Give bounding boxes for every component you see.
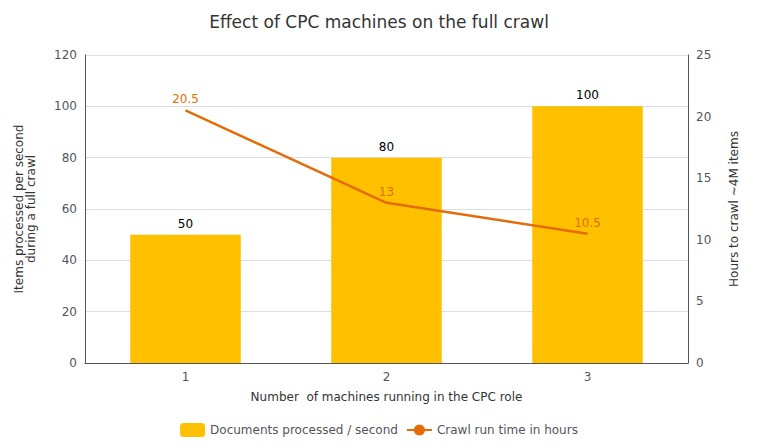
svg-text:120: 120 — [54, 48, 77, 62]
svg-text:20: 20 — [62, 305, 77, 319]
svg-text:Number of machines running in: Number of machines running in the CPC ro… — [251, 390, 523, 404]
svg-text:0: 0 — [69, 356, 77, 370]
svg-text:80: 80 — [379, 140, 394, 154]
svg-text:10.5: 10.5 — [574, 216, 601, 230]
svg-text:80: 80 — [62, 151, 77, 165]
svg-text:Effect of CPC machines on the: Effect of CPC machines on the full crawl — [209, 12, 549, 32]
svg-text:60: 60 — [62, 202, 77, 216]
svg-text:1: 1 — [182, 370, 190, 384]
svg-text:during a full crawl: during a full crawl — [24, 155, 38, 263]
svg-text:20: 20 — [696, 110, 711, 124]
svg-text:15: 15 — [696, 171, 711, 185]
svg-text:100: 100 — [576, 88, 599, 102]
svg-text:3: 3 — [584, 370, 592, 384]
svg-text:100: 100 — [54, 99, 77, 113]
svg-text:10: 10 — [696, 233, 711, 247]
svg-text:20.5: 20.5 — [172, 92, 199, 106]
svg-text:25: 25 — [696, 48, 711, 62]
svg-text:Documents processed / second: Documents processed / second — [210, 423, 398, 437]
svg-text:Hours to crawl ~4M items: Hours to crawl ~4M items — [727, 131, 741, 287]
svg-text:5: 5 — [696, 294, 704, 308]
svg-text:50: 50 — [178, 217, 193, 231]
svg-text:13: 13 — [379, 185, 394, 199]
svg-text:0: 0 — [696, 356, 704, 370]
svg-text:40: 40 — [62, 253, 77, 267]
svg-text:Crawl run time in hours: Crawl run time in hours — [437, 423, 578, 437]
svg-text:Items processed per second: Items processed per second — [12, 124, 26, 294]
svg-text:2: 2 — [383, 370, 391, 384]
